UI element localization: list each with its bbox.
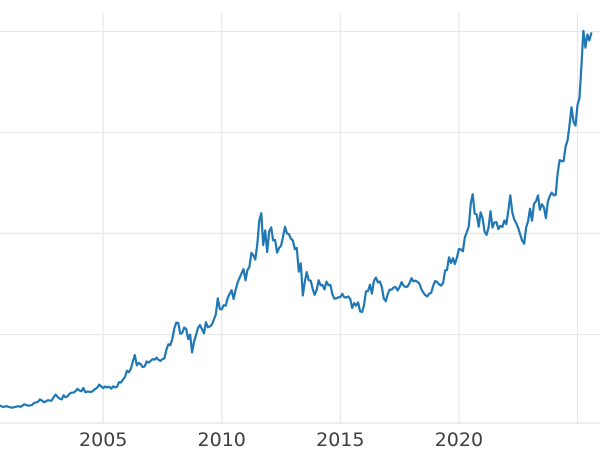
x-tick-label: 2005 xyxy=(79,429,127,450)
x-axis-tick-labels: 2005 2010 2015 2020 xyxy=(79,429,483,450)
x-tick-label: 2020 xyxy=(435,429,483,450)
x-tick-label: 2015 xyxy=(316,429,364,450)
price-series-line xyxy=(0,29,593,409)
x-tick-label: 2010 xyxy=(198,429,246,450)
gridlines xyxy=(0,13,600,423)
